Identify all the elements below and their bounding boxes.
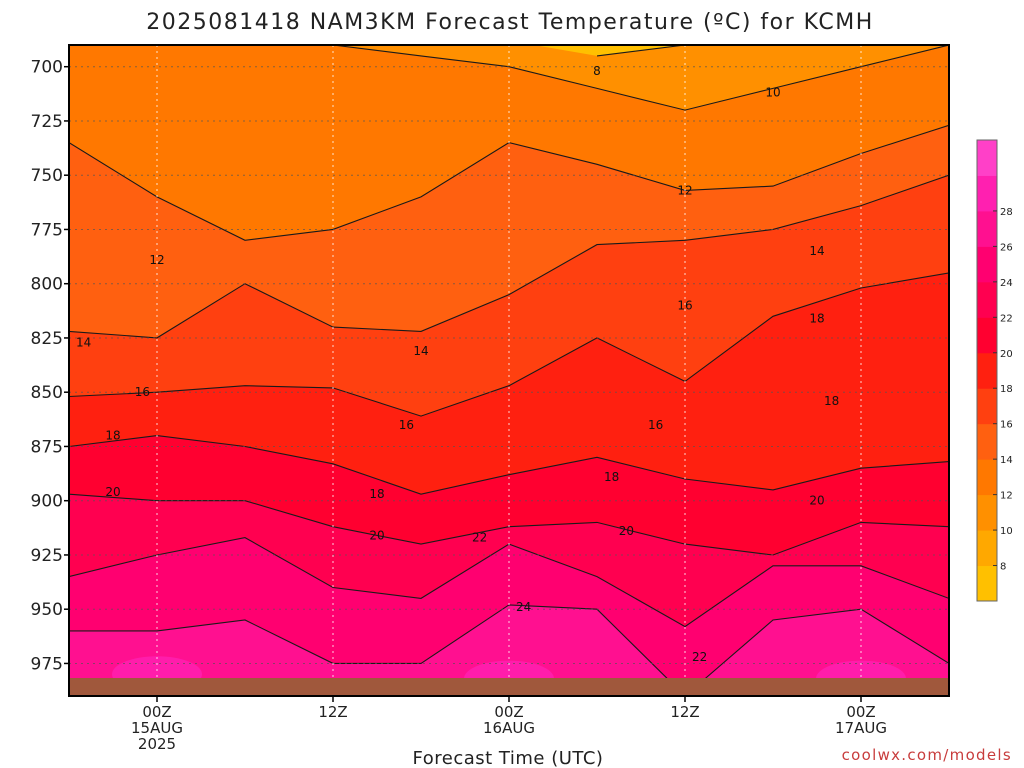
colorbar-swatch-6 xyxy=(977,352,997,389)
colorbar-label-18: 18 xyxy=(1000,384,1013,395)
x-tick-label-12Z: 12Z xyxy=(670,703,699,721)
ground-strip xyxy=(69,678,949,696)
x-tick-label-00Z: 00Z xyxy=(494,703,523,721)
colorbar-swatch-8 xyxy=(977,281,997,318)
colorbar-label-24: 24 xyxy=(1000,278,1013,289)
x-tick-label-00Z: 00Z xyxy=(142,703,171,721)
colorbar-swatch-9 xyxy=(977,246,997,283)
colorbar-swatch-7 xyxy=(977,317,997,354)
y-tick-label-725: 725 xyxy=(31,112,63,132)
contour-labels: 8 10 12 14 12 14 14 16 18 16 16 16 18 18 18 18 20 20 22 20 2… xyxy=(76,64,839,664)
colorbar-label-22: 22 xyxy=(1000,313,1013,324)
colorbar: 8 10 12 14 16 18 20 22 24 26 28 xyxy=(976,139,1013,602)
y-tick-label-800: 800 xyxy=(31,275,63,295)
y-axis-ticks: 700 725 750 775 800 825 850 875 900 925 950 975 xyxy=(31,58,69,674)
contour-label-20: 20 xyxy=(809,494,824,508)
colorbar-label-26: 26 xyxy=(1000,242,1013,253)
x-tick-label-16AUG: 16AUG xyxy=(483,719,535,737)
temperature-band-above-24 xyxy=(69,604,949,696)
y-tick-label-700: 700 xyxy=(31,58,63,78)
contour-label-14: 18 xyxy=(369,487,384,501)
colorbar-label-28: 28 xyxy=(1000,207,1013,218)
contour-label-5: 14 xyxy=(76,335,91,349)
y-tick-label-975: 975 xyxy=(31,654,63,674)
y-tick-label-875: 875 xyxy=(31,437,63,457)
y-tick-label-750: 750 xyxy=(31,166,63,186)
contour-label-21: 24 xyxy=(516,600,531,614)
isotherm-8 xyxy=(596,45,773,57)
credit-text: coolwx.com/models xyxy=(842,746,1012,764)
contour-label-2: 12 xyxy=(677,183,692,197)
colorbar-swatch-3 xyxy=(977,459,997,496)
contour-label-3: 14 xyxy=(809,244,824,258)
contour-label-9: 16 xyxy=(135,385,150,399)
y-tick-label-850: 850 xyxy=(31,383,63,403)
x-axis-label: Forecast Time (UTC) xyxy=(413,748,604,768)
x-tick-label-00Z: 00Z xyxy=(846,703,875,721)
contour-label-0: 8 xyxy=(593,64,601,78)
contour-label-1: 10 xyxy=(765,86,780,100)
x-tick-label-12Z: 12Z xyxy=(318,703,347,721)
contour-label-17: 20 xyxy=(369,528,384,542)
contour-label-10: 16 xyxy=(399,418,414,432)
x-tick-label-2025: 2025 xyxy=(138,735,176,753)
y-tick-label-900: 900 xyxy=(31,492,63,512)
contour-label-16: 20 xyxy=(105,485,120,499)
isotherm-10 xyxy=(69,45,949,111)
colorbar-label-20: 20 xyxy=(1000,349,1013,360)
contour-label-18: 22 xyxy=(472,531,487,545)
isotherm-16 xyxy=(69,272,949,417)
contour-label-15: 18 xyxy=(604,470,619,484)
colorbar-swatch-4 xyxy=(977,423,997,460)
y-tick-label-825: 825 xyxy=(31,329,63,349)
colorbar-label-14: 14 xyxy=(1000,455,1013,466)
colorbar-swatch-2 xyxy=(977,494,997,531)
colorbar-label-8: 8 xyxy=(1000,562,1006,573)
chart-title: 2025081418 NAM3KM Forecast Temperature (… xyxy=(146,10,874,35)
contour-label-12: 18 xyxy=(824,394,839,408)
colorbar-label-10: 10 xyxy=(1000,526,1013,537)
colorbar-swatch-12 xyxy=(977,140,997,176)
colorbar-swatch-11 xyxy=(977,175,997,212)
contour-label-6: 14 xyxy=(413,344,428,358)
contour-label-11: 16 xyxy=(648,418,663,432)
y-tick-label-925: 925 xyxy=(31,546,63,566)
contour-label-4: 12 xyxy=(149,253,164,267)
contour-label-13: 18 xyxy=(105,429,120,443)
contour-label-22: 22 xyxy=(692,650,707,664)
x-tick-label-17AUG: 17AUG xyxy=(835,719,887,737)
colorbar-frame xyxy=(976,139,998,602)
colorbar-swatch-5 xyxy=(977,388,997,425)
colorbar-swatch-1 xyxy=(977,530,997,567)
colorbar-label-12: 12 xyxy=(1000,491,1013,502)
colorbar-label-16: 16 xyxy=(1000,420,1013,431)
plot-area xyxy=(69,45,949,696)
colorbar-swatch-10 xyxy=(977,210,997,247)
y-tick-label-775: 775 xyxy=(31,220,63,240)
isotherm-14 xyxy=(69,174,949,339)
colorbar-swatch-0 xyxy=(977,565,997,602)
contour-label-19: 20 xyxy=(619,524,634,538)
x-tick-label-15AUG: 15AUG xyxy=(131,719,183,737)
isotherm-18 xyxy=(69,435,949,495)
y-tick-label-950: 950 xyxy=(31,600,63,620)
contour-label-8: 18 xyxy=(809,311,824,325)
contour-label-7: 16 xyxy=(677,298,692,312)
